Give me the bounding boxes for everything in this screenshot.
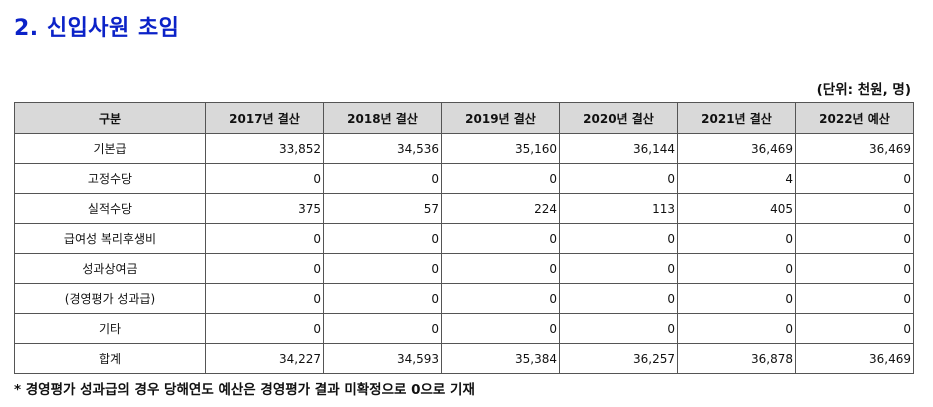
table-cell: 0	[559, 253, 678, 284]
table-cell: 0	[323, 313, 442, 344]
table-row: 성과상여금 0 0 0 0 0 0	[14, 253, 914, 284]
table-cell: 0	[323, 163, 442, 194]
table-cell: 405	[677, 193, 796, 224]
table-cell: 0	[559, 283, 678, 314]
table-cell: 0	[795, 163, 914, 194]
table-cell: 0	[559, 163, 678, 194]
row-label: 기타	[14, 313, 206, 344]
table-cell: 36,469	[795, 343, 914, 374]
table-cell: 0	[323, 223, 442, 254]
table-cell: 0	[441, 313, 560, 344]
row-label: 합계	[14, 343, 206, 374]
table-cell: 36,144	[559, 133, 678, 164]
table-cell: 0	[441, 283, 560, 314]
table-cell: 375	[205, 193, 324, 224]
table-cell: 4	[677, 163, 796, 194]
table-cell: 36,469	[795, 133, 914, 164]
table-cell: 33,852	[205, 133, 324, 164]
table-cell: 0	[677, 223, 796, 254]
header-2020: 2020년 결산	[559, 102, 678, 134]
table-cell: 0	[323, 253, 442, 284]
table-cell: 0	[205, 223, 324, 254]
table-cell: 0	[323, 283, 442, 314]
row-label: 실적수당	[14, 193, 206, 224]
table-row: (경영평가 성과급) 0 0 0 0 0 0	[14, 283, 914, 314]
table-cell: 0	[677, 283, 796, 314]
row-label: 고정수당	[14, 163, 206, 194]
table-cell: 0	[205, 163, 324, 194]
row-label: 기본급	[14, 133, 206, 164]
table-cell: 35,160	[441, 133, 560, 164]
table-row: 급여성 복리후생비 0 0 0 0 0 0	[14, 223, 914, 254]
table-cell: 57	[323, 193, 442, 224]
table-cell: 0	[441, 253, 560, 284]
footnote: * 경영평가 성과급의 경우 당해연도 예산은 경영평가 결과 미확정으로 0으…	[14, 382, 475, 398]
header-2022: 2022년 예산	[795, 102, 914, 134]
table-cell: 0	[205, 313, 324, 344]
table-body: 기본급 33,852 34,536 35,160 36,144 36,469 36,469 고…	[14, 133, 914, 374]
table-cell: 0	[795, 283, 914, 314]
table-row: 기본급 33,852 34,536 35,160 36,144 36,469 36,469	[14, 133, 914, 164]
header-category: 구분	[14, 102, 206, 134]
header-2021: 2021년 결산	[677, 102, 796, 134]
table-row: 기타 0 0 0 0 0 0	[14, 313, 914, 344]
table-row: 합계 34,227 34,593 35,384 36,257 36,878 36,469	[14, 343, 914, 374]
table-cell: 34,593	[323, 343, 442, 374]
table-cell: 34,536	[323, 133, 442, 164]
page-title: 2. 신입사원 초임	[14, 16, 180, 41]
table-cell: 113	[559, 193, 678, 224]
table-header-row: 구분 2017년 결산 2018년 결산 2019년 결산 2020년 결산 2…	[14, 102, 914, 134]
table-cell: 0	[205, 253, 324, 284]
table-cell: 0	[677, 313, 796, 344]
table-cell: 0	[441, 163, 560, 194]
table-cell: 0	[677, 253, 796, 284]
table-cell: 0	[795, 253, 914, 284]
table-cell: 0	[795, 223, 914, 254]
table-cell: 35,384	[441, 343, 560, 374]
table-cell: 224	[441, 193, 560, 224]
table-row: 실적수당 375 57 224 113 405 0	[14, 193, 914, 224]
table-cell: 36,257	[559, 343, 678, 374]
table-cell: 0	[205, 283, 324, 314]
table-cell: 36,469	[677, 133, 796, 164]
table-cell: 36,878	[677, 343, 796, 374]
unit-note: (단위: 천원, 명)	[816, 82, 911, 98]
table-cell: 0	[559, 313, 678, 344]
header-2019: 2019년 결산	[441, 102, 560, 134]
table-row: 고정수당 0 0 0 0 4 0	[14, 163, 914, 194]
table-cell: 0	[795, 193, 914, 224]
table-cell: 34,227	[205, 343, 324, 374]
salary-table: 구분 2017년 결산 2018년 결산 2019년 결산 2020년 결산 2…	[14, 102, 914, 374]
row-label: (경영평가 성과급)	[14, 283, 206, 314]
table-cell: 0	[441, 223, 560, 254]
table-cell: 0	[559, 223, 678, 254]
table-cell: 0	[795, 313, 914, 344]
header-2017: 2017년 결산	[205, 102, 324, 134]
row-label: 성과상여금	[14, 253, 206, 284]
row-label: 급여성 복리후생비	[14, 223, 206, 254]
header-2018: 2018년 결산	[323, 102, 442, 134]
